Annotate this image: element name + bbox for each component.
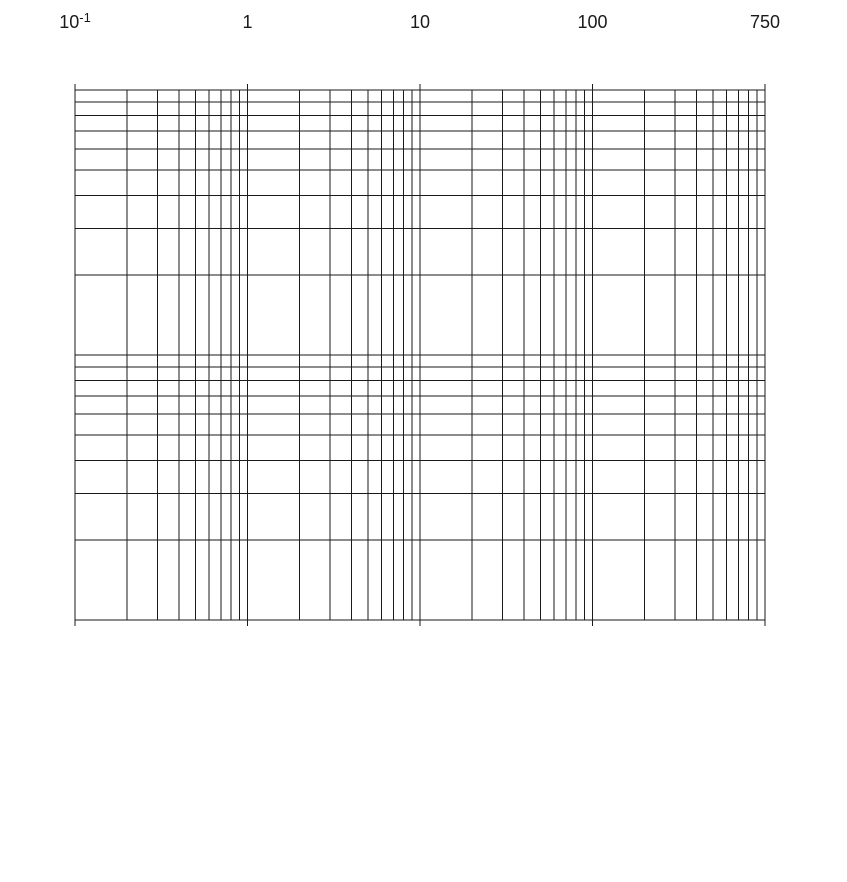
chart-container: 10-1 1 10 100 750 [0, 0, 847, 882]
top-torr-tick: 750 [750, 12, 780, 32]
top-torr-tick: 10 [410, 12, 430, 32]
top-torr-tick: 1 [242, 12, 252, 32]
top-torr-tick: 100 [577, 12, 607, 32]
top-torr-tick: 10-1 [59, 10, 91, 32]
chart-svg: 10-1 1 10 100 750 [0, 0, 847, 882]
